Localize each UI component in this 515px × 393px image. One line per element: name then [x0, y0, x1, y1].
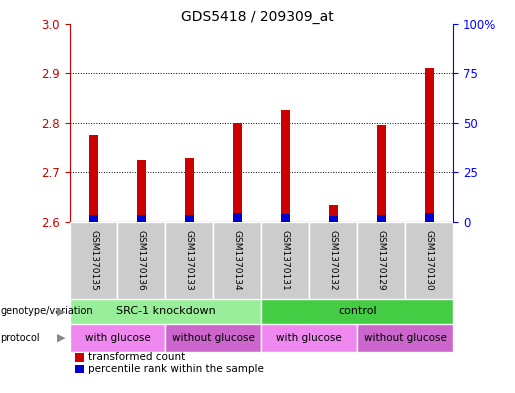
Bar [213, 222, 261, 299]
Text: GSM1370131: GSM1370131 [281, 230, 290, 291]
Bar [137, 215, 146, 222]
Bar [377, 125, 386, 222]
Bar [261, 222, 310, 299]
Text: transformed count: transformed count [88, 352, 185, 362]
Bar [185, 158, 194, 222]
Bar [137, 160, 146, 222]
Bar [425, 213, 434, 222]
Bar [117, 222, 165, 299]
Bar [89, 135, 98, 222]
Text: percentile rank within the sample: percentile rank within the sample [88, 364, 264, 374]
Text: GDS5418 / 209309_at: GDS5418 / 209309_at [181, 10, 334, 24]
Text: ▶: ▶ [57, 307, 66, 316]
Text: with glucose: with glucose [84, 333, 150, 343]
Bar [281, 214, 289, 222]
Text: SRC-1 knockdown: SRC-1 knockdown [115, 307, 215, 316]
Bar [89, 215, 98, 222]
Bar [310, 222, 357, 299]
Text: GSM1370133: GSM1370133 [185, 230, 194, 291]
Text: GSM1370129: GSM1370129 [377, 230, 386, 291]
Text: GSM1370134: GSM1370134 [233, 230, 242, 291]
Text: without glucose: without glucose [364, 333, 447, 343]
Bar [261, 324, 357, 352]
Bar [377, 215, 386, 222]
Bar [261, 299, 453, 324]
Bar [329, 205, 338, 222]
Bar [70, 324, 165, 352]
Text: with glucose: with glucose [277, 333, 342, 343]
Text: genotype/variation: genotype/variation [1, 307, 93, 316]
Text: ▶: ▶ [57, 333, 66, 343]
Bar [329, 216, 338, 222]
Bar [70, 222, 117, 299]
Bar [185, 215, 194, 222]
Bar [357, 324, 453, 352]
Text: GSM1370136: GSM1370136 [137, 230, 146, 291]
Bar [281, 110, 289, 222]
Bar [165, 222, 213, 299]
Text: without glucose: without glucose [172, 333, 255, 343]
Text: GSM1370132: GSM1370132 [329, 230, 338, 291]
Text: GSM1370135: GSM1370135 [89, 230, 98, 291]
Bar [425, 68, 434, 222]
Text: control: control [338, 307, 376, 316]
Text: protocol: protocol [1, 333, 40, 343]
Text: GSM1370130: GSM1370130 [425, 230, 434, 291]
Bar [165, 324, 261, 352]
Bar [70, 299, 261, 324]
Bar [357, 222, 405, 299]
Bar [233, 123, 242, 222]
Bar [233, 213, 242, 222]
Bar [405, 222, 453, 299]
